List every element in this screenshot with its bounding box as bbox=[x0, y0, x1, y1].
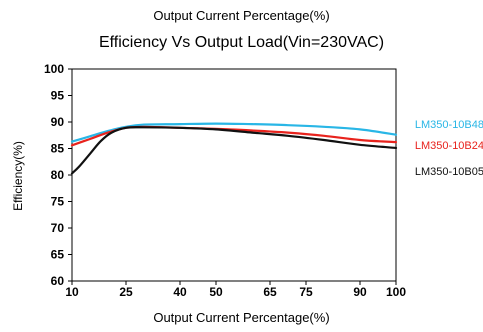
y-tick-label: 70 bbox=[51, 221, 65, 235]
series-line-lm350-10b05 bbox=[70, 126, 398, 175]
y-tick-label: 95 bbox=[51, 89, 65, 103]
series-line-lm350-10b48 bbox=[70, 122, 398, 143]
y-tick-label: 80 bbox=[51, 168, 65, 182]
x-tick-label: 10 bbox=[65, 285, 79, 299]
legend-label-lm350-10b48: LM350-10B48 bbox=[415, 119, 483, 131]
x-tick-label: 100 bbox=[386, 285, 406, 299]
x-tick-label: 90 bbox=[353, 285, 367, 299]
x-tick-label: 25 bbox=[119, 285, 133, 299]
y-tick-label: 85 bbox=[51, 142, 65, 156]
x-tick-label: 40 bbox=[173, 285, 187, 299]
x-tick-label: 50 bbox=[209, 285, 223, 299]
top-caption: Output Current Percentage(%) bbox=[153, 8, 330, 23]
tick-labels: 60 65 70 75 80 85 90 95 100 10 25 40 50 65 75 90 100 bbox=[44, 62, 406, 299]
y-tick-label: 90 bbox=[51, 115, 65, 129]
legend: LM350-10B48 LM350-10B24 LM350-10B05 bbox=[415, 119, 483, 178]
legend-label-lm350-10b05: LM350-10B05 bbox=[415, 166, 483, 178]
y-axis-label: Efficiency(%) bbox=[11, 141, 25, 211]
y-tick-label: 100 bbox=[44, 62, 64, 76]
x-tick-label: 75 bbox=[299, 285, 313, 299]
legend-label-lm350-10b24: LM350-10B24 bbox=[415, 140, 483, 152]
y-tick-label: 65 bbox=[51, 248, 65, 262]
plot-frame bbox=[71, 68, 397, 282]
x-tick-label: 65 bbox=[263, 285, 277, 299]
axes bbox=[68, 68, 397, 285]
x-axis-label: Output Current Percentage(%) bbox=[153, 310, 330, 325]
y-tick-label: 75 bbox=[51, 195, 65, 209]
chart-title: Efficiency Vs Output Load(Vin=230VAC) bbox=[98, 34, 385, 51]
series-lines bbox=[70, 122, 398, 175]
y-tick-label: 60 bbox=[51, 274, 65, 288]
